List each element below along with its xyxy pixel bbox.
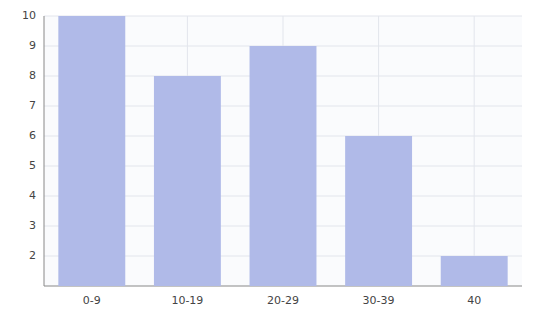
y-axis-line <box>44 16 45 286</box>
chart-container: 2 3 4 5 6 7 8 9 10 0-9 10-19 20-29 30-39 40 <box>0 0 538 320</box>
grid-line-x <box>474 16 475 286</box>
x-tick-label: 10-19 <box>171 294 203 307</box>
y-tick-label: 4 <box>29 189 36 202</box>
chart: 2 3 4 5 6 7 8 9 10 0-9 10-19 20-29 30-39 40 <box>0 0 538 320</box>
bar <box>58 16 125 286</box>
y-tick-label: 10 <box>22 9 36 22</box>
bar <box>441 256 508 286</box>
bars <box>58 16 507 286</box>
bar <box>250 46 317 286</box>
x-tick-label: 40 <box>467 294 481 307</box>
bar <box>154 76 221 286</box>
x-tick-label: 20-29 <box>267 294 299 307</box>
y-tick-label: 5 <box>29 159 36 172</box>
grid <box>44 16 522 286</box>
y-tick-label: 9 <box>29 39 36 52</box>
y-tick-label: 6 <box>29 129 36 142</box>
axes: 2 3 4 5 6 7 8 9 10 0-9 10-19 20-29 30-39 40 <box>22 9 522 307</box>
x-tick-label: 30-39 <box>363 294 395 307</box>
x-tick-label: 0-9 <box>83 294 101 307</box>
bar <box>345 136 412 286</box>
y-tick-label: 7 <box>29 99 36 112</box>
y-tick-label: 3 <box>29 219 36 232</box>
plot-background <box>44 16 522 286</box>
y-tick-label: 2 <box>29 249 36 262</box>
y-tick-label: 8 <box>29 69 36 82</box>
